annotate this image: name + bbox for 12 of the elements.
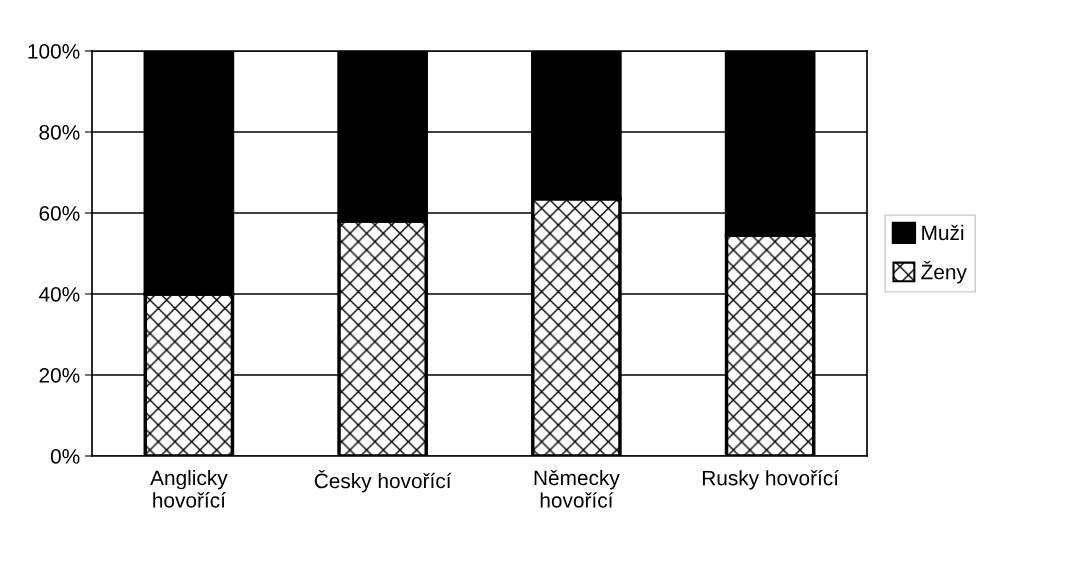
y-tick-label: 0%	[50, 449, 80, 464]
x-tick-label: Německy hovořící	[534, 469, 620, 508]
x-tick-label: Rusky hovořící	[702, 469, 839, 490]
y-tick-label: 80%	[39, 125, 80, 140]
y-tick-label: 40%	[38, 287, 80, 302]
y-tick-label: 100%	[28, 44, 80, 59]
text: Ženy	[921, 260, 967, 284]
x-tick-label: Anglicky hovořící	[150, 469, 228, 508]
legend-label: Muži	[922, 224, 964, 241]
y-tick-label: 20%	[39, 368, 80, 383]
y-tick-label: 60%	[39, 206, 80, 221]
x-tick-label: Česky hovořící	[314, 469, 452, 493]
